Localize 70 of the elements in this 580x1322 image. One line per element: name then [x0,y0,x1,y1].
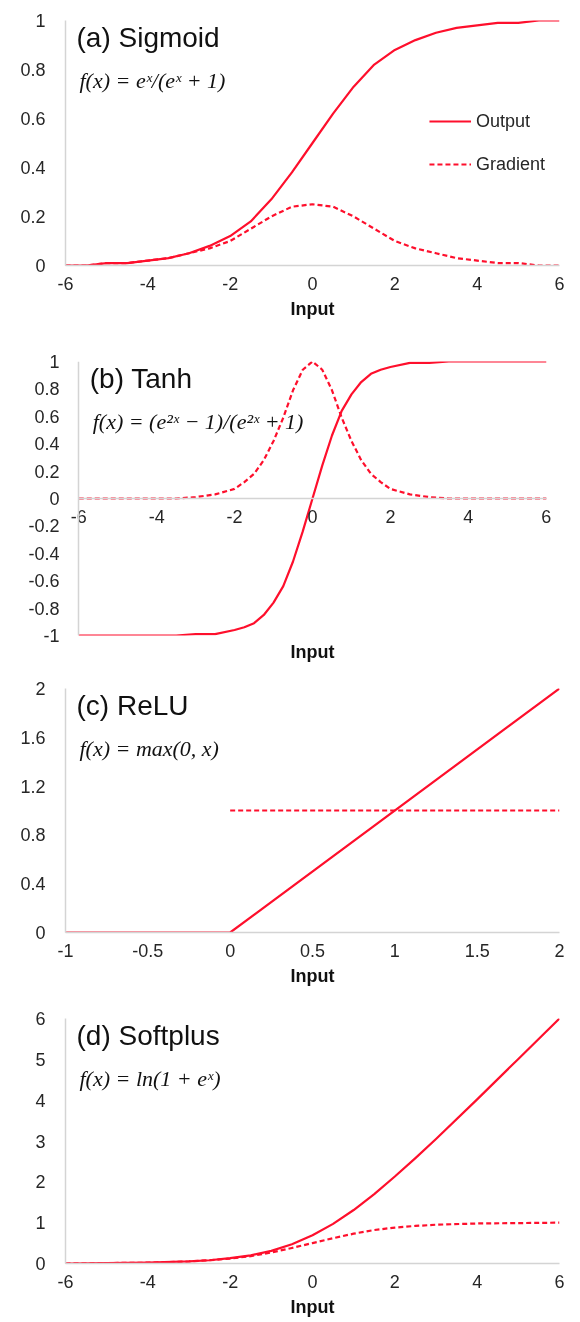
x-tick-label: 1.5 [464,940,490,961]
x-tick-label: -4 [139,1271,156,1292]
y-tick-label: 6 [35,1009,46,1029]
y-tick-label: -0.8 [28,598,60,619]
chart-title: (c) ReLU [76,689,189,721]
chart-title: (b) Tanh [89,362,192,394]
y-tick-label: 1.2 [20,776,46,797]
x-axis-title: Input [290,1296,335,1317]
x-tick-label: -0.5 [132,940,164,961]
legend-label: Output [475,110,530,132]
y-tick-label: 0 [35,256,46,276]
annotation: f(x) = eˣ/(eˣ + 1) [79,68,226,93]
y-tick-label: -1 [43,626,60,646]
y-tick-label: 0.4 [20,874,46,895]
y-tick-label: 0.8 [20,60,46,80]
y-tick-label: 0.4 [20,158,46,178]
x-tick-label: 6 [554,273,565,294]
x-tick-label: 1 [389,940,400,961]
y-tick-label: -0.2 [28,516,60,537]
x-axis-title: Input [290,298,335,319]
y-tick-label: 1 [35,11,46,31]
x-tick-label: 6 [554,1271,565,1292]
y-tick-label: 0 [35,923,46,943]
x-axis-title: Input [290,965,335,986]
y-tick-label: 3 [35,1131,46,1152]
y-tick-label: 0.8 [34,379,60,400]
x-axis-title: Input [290,641,335,662]
x-tick-label: 0 [307,1271,318,1292]
x-tick-label: 2 [389,273,400,294]
y-tick-label: 0 [35,1254,46,1274]
annotation: f(x) = ln(1 + eˣ) [79,1066,221,1091]
x-tick-label: 4 [472,1271,483,1292]
x-tick-label: 0 [307,273,318,294]
y-tick-label: 5 [35,1049,46,1070]
y-tick-label: 0.6 [34,406,60,427]
y-tick-label: 2 [35,1172,46,1193]
x-tick-label: 0 [307,506,318,527]
y-tick-label: 1 [35,1213,46,1234]
annotation: f(x) = max(0, x) [79,736,219,761]
x-tick-label: -4 [148,506,165,527]
annotation: f(x) = (e²ˣ − 1)/(e²ˣ + 1) [92,409,304,434]
y-tick-label: 0.8 [20,825,46,846]
chart-title: (a) Sigmoid [76,21,220,53]
x-tick-label: -2 [222,273,239,294]
x-tick-label: 6 [541,506,552,527]
y-tick-label: 0.2 [20,207,46,227]
y-tick-label: -0.4 [28,543,60,564]
x-tick-label: -6 [57,1271,74,1292]
x-tick-label: 2 [389,1271,400,1292]
y-tick-label: 1 [49,352,60,372]
x-tick-label: 0.5 [299,940,326,961]
y-tick-label: 4 [35,1090,46,1111]
y-tick-label: 0.4 [34,434,60,455]
y-tick-label: -0.6 [28,571,60,592]
y-tick-label: 0 [49,489,60,509]
x-tick-label: 4 [472,273,483,294]
chart-title: (d) Softplus [76,1019,220,1051]
y-tick-label: 0.6 [20,109,46,129]
legend-label: Gradient [475,153,545,175]
x-tick-label: -4 [139,273,156,294]
y-tick-label: 0.2 [34,461,60,482]
x-tick-label: 4 [463,506,474,527]
x-tick-label: -2 [222,1271,239,1292]
x-tick-label: -2 [226,506,243,527]
x-tick-label: 2 [554,940,565,961]
x-tick-label: 0 [225,940,236,961]
x-tick-label: -6 [57,273,74,294]
x-tick-label: 2 [385,506,396,527]
y-tick-label: 2 [35,679,46,699]
y-tick-label: 1.6 [20,727,46,748]
